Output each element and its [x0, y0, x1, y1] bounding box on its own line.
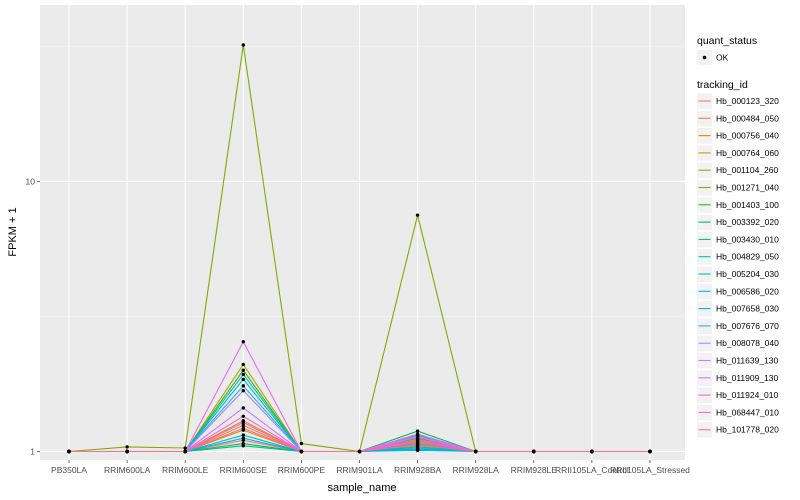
- x-tick-label: RRII105LA_Control: [555, 465, 629, 475]
- data-point: [415, 432, 420, 436]
- legend-label-Hb_000123_320: Hb_000123_320: [716, 96, 779, 106]
- legend-label-Hb_003430_010: Hb_003430_010: [716, 234, 779, 244]
- x-tick-label: RRIM600SE: [220, 465, 268, 475]
- legend-label-Hb_007676_070: Hb_007676_070: [716, 321, 779, 331]
- data-point: [415, 213, 420, 217]
- legend-label-Hb_011639_130: Hb_011639_130: [716, 356, 779, 366]
- y-axis-title: FPKM + 1: [7, 207, 19, 256]
- data-point: [357, 449, 362, 454]
- x-tick-label: RRIM928LE: [511, 465, 558, 475]
- data-point: [125, 445, 129, 449]
- y-tick-label: 10: [26, 176, 36, 186]
- data-point: [474, 449, 478, 454]
- plot-background: [40, 5, 685, 460]
- data-point: [67, 449, 71, 454]
- data-point: [241, 372, 245, 377]
- data-point: [590, 449, 594, 454]
- data-point: [415, 437, 420, 441]
- data-point: [183, 449, 187, 454]
- tracking-id-legend-title: tracking_id: [697, 79, 748, 91]
- data-point: [241, 406, 245, 410]
- legend-label-Hb_101778_020: Hb_101778_020: [716, 425, 779, 435]
- data-point: [415, 442, 420, 447]
- x-tick-label: RRIM928LA: [453, 465, 500, 475]
- legend: quant_status OK tracking_id Hb_000123_320 Hb…: [697, 35, 779, 438]
- legend-label-Hb_001271_040: Hb_001271_040: [716, 183, 779, 193]
- legend-label-Hb_011909_130: Hb_011909_130: [716, 373, 779, 383]
- legend-key-point: [702, 55, 707, 60]
- y-axis: 1 10: [26, 176, 40, 456]
- data-point: [241, 368, 245, 372]
- legend-label-Hb_068447_010: Hb_068447_010: [716, 407, 779, 417]
- data-point: [241, 420, 245, 425]
- data-points: [67, 43, 652, 454]
- x-axis-title: sample_name: [327, 482, 396, 494]
- data-point: [125, 449, 129, 454]
- data-point: [299, 449, 304, 454]
- data-point: [299, 441, 304, 446]
- data-point: [415, 429, 420, 433]
- data-point: [241, 339, 245, 344]
- legend-label-Hb_001104_260: Hb_001104_260: [716, 165, 779, 175]
- y-tick-label: 1: [30, 446, 35, 456]
- x-tick-label: RRIM600LA: [104, 465, 151, 475]
- data-point: [241, 388, 245, 393]
- quant-status-legend-title: quant_status: [697, 35, 757, 47]
- data-point: [241, 362, 245, 367]
- data-point: [415, 448, 420, 453]
- data-point: [241, 444, 245, 448]
- x-tick-label: RRIM928BA: [394, 465, 442, 475]
- quant-status-legend-label: OK: [716, 53, 729, 63]
- data-point: [241, 423, 245, 428]
- legend-label-Hb_003392_020: Hb_003392_020: [716, 217, 779, 227]
- data-point: [648, 449, 652, 454]
- x-tick-label: RRIM600LE: [162, 465, 209, 475]
- x-tick-label: RRIM901LA: [336, 465, 383, 475]
- legend-label-Hb_011924_010: Hb_011924_010: [716, 390, 779, 400]
- data-point: [532, 449, 536, 454]
- data-point: [241, 43, 245, 47]
- legend-label-Hb_006586_020: Hb_006586_020: [716, 286, 779, 296]
- legend-label-Hb_001403_100: Hb_001403_100: [716, 200, 779, 210]
- data-point: [241, 433, 245, 437]
- data-point: [183, 446, 187, 450]
- x-tick-label: PB350LA: [51, 465, 87, 475]
- data-point: [241, 426, 245, 430]
- data-point: [241, 377, 245, 382]
- legend-label-Hb_004829_050: Hb_004829_050: [716, 252, 779, 262]
- legend-label-Hb_000484_050: Hb_000484_050: [716, 113, 779, 123]
- legend-label-Hb_008078_040: Hb_008078_040: [716, 338, 779, 348]
- x-tick-label: RRII105LA_Stressed: [610, 465, 690, 475]
- data-point: [241, 436, 245, 440]
- x-axis: PB350LA RRIM600LA RRIM600LE RRIM600SE RRIM60…: [51, 460, 690, 475]
- legend-label-Hb_000756_040: Hb_000756_040: [716, 131, 779, 141]
- legend-label-Hb_000764_060: Hb_000764_060: [716, 148, 779, 158]
- data-point: [241, 384, 245, 388]
- x-tick-label: RRIM600PE: [278, 465, 326, 475]
- legend-label-Hb_007658_030: Hb_007658_030: [716, 304, 779, 314]
- legend-label-Hb_005204_030: Hb_005204_030: [716, 269, 779, 279]
- grid-lines: [40, 5, 685, 460]
- data-point: [241, 414, 245, 418]
